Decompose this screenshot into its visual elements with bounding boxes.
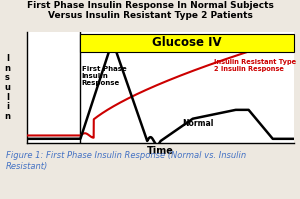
- Text: First Phase Insulin Response In Normal Subjects
Versus Insulin Resistant Type 2 : First Phase Insulin Response In Normal S…: [27, 1, 273, 20]
- X-axis label: Time: Time: [147, 146, 174, 156]
- Text: Normal: Normal: [182, 119, 213, 128]
- Text: First Phase
Insulin
Response: First Phase Insulin Response: [82, 66, 127, 86]
- Text: Glucose IV: Glucose IV: [152, 36, 222, 50]
- Text: Insulin Resistant Type
2 Insulin Response: Insulin Resistant Type 2 Insulin Respons…: [214, 59, 296, 72]
- Text: Figure 1: First Phase Insulin Response (Normal vs. Insulin
Resistant): Figure 1: First Phase Insulin Response (…: [6, 151, 246, 171]
- Text: I
n
s
u
l
i
n: I n s u l i n: [4, 54, 10, 121]
